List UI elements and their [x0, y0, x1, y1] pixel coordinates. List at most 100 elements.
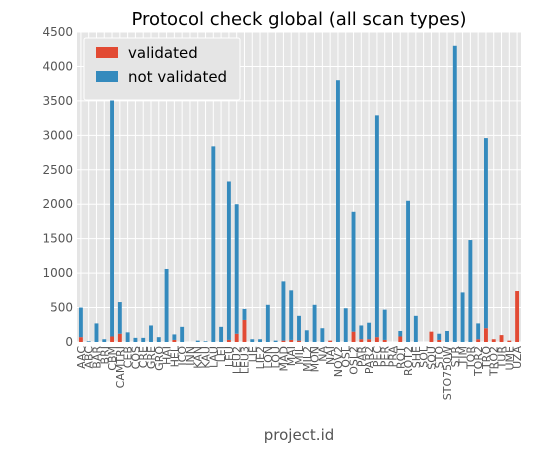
bar-not-validated-hai	[164, 268, 169, 342]
x-tick-label: SOL	[418, 345, 431, 368]
x-tick-label: MIL2	[301, 346, 314, 372]
y-tick-label: 3500	[42, 94, 73, 108]
bar-validated-camtri	[117, 333, 122, 342]
bar-not-validated-lou	[273, 340, 278, 342]
x-tick-label: OSL	[340, 345, 353, 368]
x-tick-labels: AACABCBARBRICBMCAMTRICEBCOSCREGREGROHAIH…	[75, 345, 524, 400]
x-tick-label: TRO	[480, 346, 493, 370]
bar-not-validated-per	[382, 309, 387, 340]
bar-not-validated-cbm	[110, 98, 114, 337]
x-tick-label: TIM	[457, 346, 470, 366]
bar-not-validated-sto	[437, 333, 442, 340]
bar-validated-leu3	[242, 319, 247, 342]
x-tick-label: SOU	[425, 346, 438, 370]
bar-not-validated-lau	[211, 146, 216, 342]
bar-not-validated-pec	[374, 115, 379, 338]
bar-not-validated-mon	[312, 304, 317, 342]
bar-not-validated-camtri	[117, 302, 122, 334]
x-tick-label: NAI	[324, 346, 337, 365]
bar-not-validated-kau	[203, 341, 208, 342]
bar-not-validated-bri	[102, 339, 107, 342]
x-tick-label: SHE	[410, 346, 423, 368]
bar-not-validated-lon	[265, 304, 270, 342]
x-tick-label: MAD	[277, 346, 290, 372]
x-tick-label: STO750W	[441, 346, 454, 400]
bar-not-validated-rot	[398, 330, 403, 337]
y-tick-label: 4000	[42, 59, 73, 73]
bar-not-validated-sto750w	[445, 330, 449, 342]
bar-validated-sto	[437, 339, 442, 342]
x-tick-label: BAR	[90, 346, 103, 369]
bar-validated-tro2	[491, 339, 496, 342]
bar-not-validated-mil2	[304, 330, 309, 342]
bar-not-validated-osl2	[351, 211, 356, 332]
x-tick-label: PAR2	[363, 346, 376, 374]
bar-validated-osl2	[351, 331, 356, 342]
bar-not-validated-leu3	[242, 308, 247, 320]
bar-validated-hel	[172, 339, 177, 342]
legend: validated not validated	[83, 37, 241, 101]
bar-not-validated-gre	[149, 325, 153, 342]
y-tick-label: 1500	[42, 232, 73, 246]
bar-not-validated-rot2	[406, 200, 410, 342]
bar-not-validated-nov2	[336, 80, 340, 342]
x-tick-label: CEB	[122, 346, 135, 368]
y-tick-labels: 0 500 1000 1500 2000 2500 3000 3500 4000 4500	[42, 25, 73, 349]
x-tick-label: OSL2	[348, 346, 361, 375]
bar-not-validated-tor	[468, 240, 473, 342]
bar-not-validated-mad	[281, 281, 286, 341]
x-tick-label: TRO2	[488, 346, 501, 377]
x-tick-label: ROT2	[402, 346, 415, 376]
legend-label-validated: validated	[128, 44, 198, 62]
x-tick-label: UZA	[511, 346, 524, 369]
bar-not-validated-leu2	[234, 204, 239, 334]
bar-not-validated-hel	[172, 334, 177, 340]
y-tick-label: 2500	[42, 163, 73, 177]
x-tick-label: LIE2	[254, 346, 267, 369]
x-tick-label: INN	[184, 346, 197, 366]
bar-not-validated-tim	[460, 292, 465, 342]
bar-validated-cbm	[110, 336, 114, 342]
x-tick-label: ICO	[176, 346, 189, 366]
bar-not-validated-na	[320, 328, 325, 342]
bar-validated-nai	[328, 340, 333, 342]
x-tick-label: LEU2	[231, 346, 244, 374]
x-tick-label: CAMTRI	[114, 346, 127, 388]
x-tick-label: LEU3	[238, 346, 251, 374]
bar-not-validated-tro	[484, 138, 488, 329]
y-tick-label: 1000	[42, 266, 73, 280]
bar-validated-par2	[367, 339, 372, 342]
bar-validated-rot	[398, 336, 403, 342]
bar-not-validated-aac	[78, 307, 83, 338]
x-tick-label: PAR	[355, 346, 368, 367]
bar-not-validated-tor2	[476, 323, 481, 340]
bar-validated-leu	[226, 339, 231, 342]
x-tick-label: STR	[449, 346, 462, 368]
bar-not-validated-lie2	[258, 339, 262, 342]
x-tick-label: PEC	[371, 346, 384, 368]
bar-not-validated-gro	[156, 337, 161, 342]
bar-not-validated-cre	[141, 337, 146, 342]
x-tick-label: HEL	[168, 345, 181, 367]
legend-swatch-validated	[96, 47, 118, 58]
x-tick-label: NA	[316, 346, 329, 362]
bar-not-validated-ico	[180, 326, 185, 342]
x-tick-label: CRE	[137, 346, 150, 368]
x-tick-label: TOR	[464, 346, 477, 370]
x-tick-label: NOV2	[332, 346, 345, 377]
x-tick-label: HAI	[161, 346, 174, 365]
bar-not-validated-abc	[86, 341, 91, 342]
y-tick-label: 500	[50, 301, 73, 315]
y-tick-label: 3000	[42, 128, 73, 142]
chart-title: Protocol check global (all scan types)	[131, 9, 466, 30]
bar-validated-leu2	[234, 333, 239, 342]
bar-not-validated-str	[452, 45, 457, 343]
bars-layer	[78, 45, 520, 343]
bar-validated-tor2	[476, 339, 481, 342]
x-tick-label: LON	[262, 346, 275, 369]
bar-validated-mil	[297, 340, 301, 342]
x-tick-label: TOR2	[472, 346, 485, 377]
bar-validated-uza	[515, 291, 520, 342]
bar-validated-tro	[484, 328, 488, 342]
bar-not-validated-she	[413, 315, 418, 342]
